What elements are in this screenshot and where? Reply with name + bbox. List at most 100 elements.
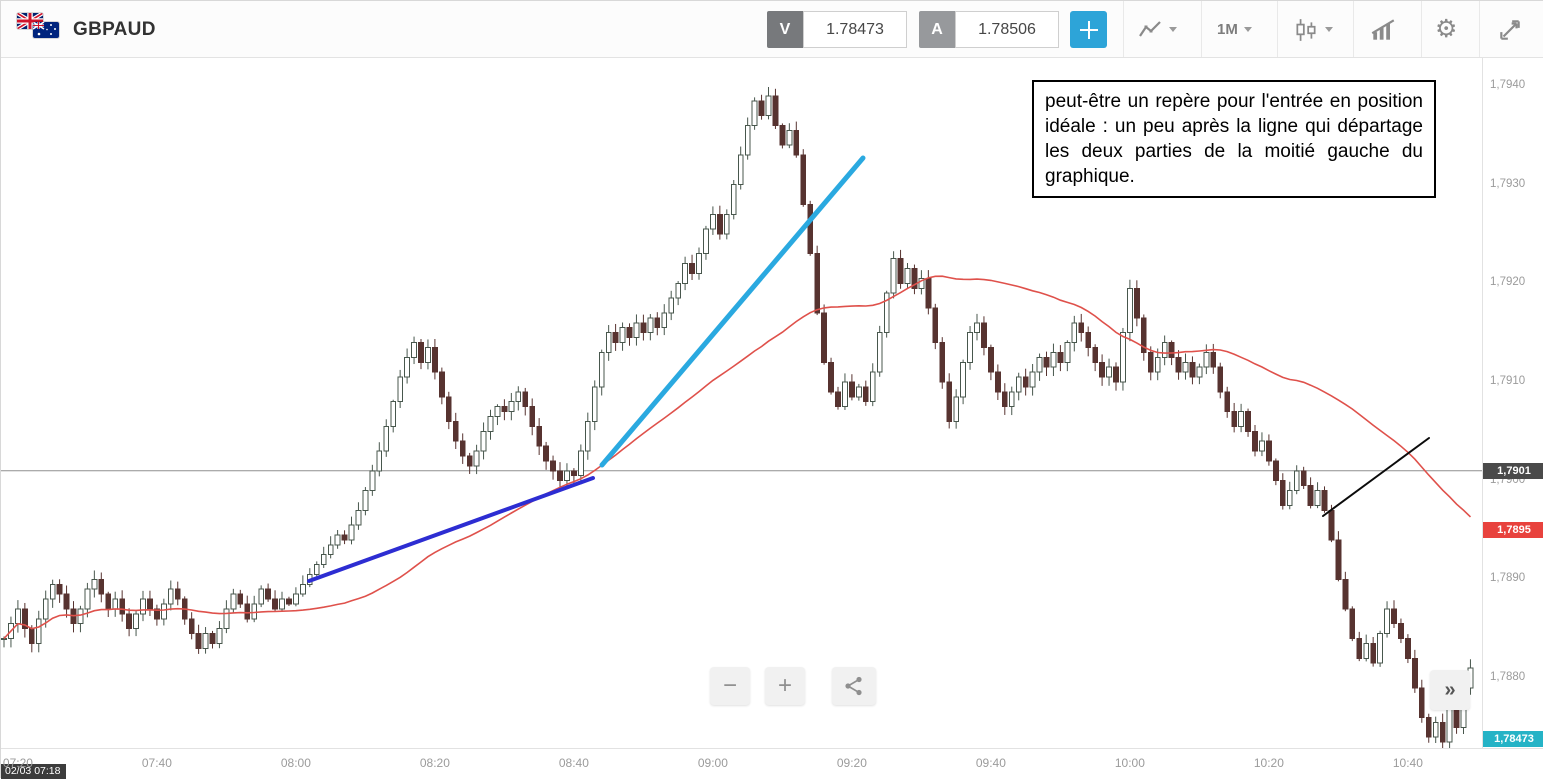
fullscreen-button[interactable] (1497, 1, 1523, 58)
buy-price[interactable]: 1.78506 (955, 11, 1059, 48)
candle-body (946, 381, 953, 422)
candle-body (1182, 361, 1189, 373)
candle-body (1363, 642, 1370, 659)
support-trendline[interactable] (307, 476, 595, 583)
candle-body (452, 420, 459, 442)
candle-body (1411, 657, 1418, 689)
chart-type-dropdown[interactable] (1137, 1, 1177, 58)
candle-body (591, 386, 598, 422)
candle-body (1286, 490, 1293, 506)
price-axis[interactable]: 1,7940 1,7930 1,7920 1,7910 1,7900 1,7890 1,78… (1482, 58, 1543, 748)
pointer-line[interactable] (1322, 437, 1430, 517)
time-tick: 10:00 (1114, 756, 1145, 770)
candle-body (1314, 490, 1321, 506)
candle-body (897, 258, 904, 284)
gear-icon: ⚙ (1435, 15, 1458, 43)
candle-body (1432, 721, 1439, 738)
candle-body (682, 263, 689, 284)
candle-body (348, 524, 355, 541)
settings-button[interactable]: ⚙ (1435, 1, 1457, 58)
candle-body (842, 381, 848, 408)
candle-body (758, 100, 765, 117)
candle-body (522, 391, 529, 408)
uk-flag-icon (17, 13, 43, 29)
candle-body (869, 371, 876, 403)
candle-body (1127, 287, 1133, 334)
candle-body (133, 613, 139, 630)
sell-button[interactable]: V (767, 11, 803, 48)
candle-body (230, 593, 237, 610)
candle-body (779, 124, 786, 146)
time-tick: 10:40 (1392, 756, 1423, 770)
sell-quote-group: V 1.78473 (767, 11, 907, 48)
candle-body (654, 317, 661, 329)
candle-body (362, 490, 369, 511)
indicators-button[interactable] (1369, 1, 1397, 58)
candle-body (918, 277, 925, 289)
candle-body (501, 406, 508, 413)
candle-body (425, 346, 431, 363)
candle-body (703, 228, 709, 255)
candle-body (1203, 351, 1210, 368)
candle-body (140, 598, 146, 615)
candle-body (1043, 356, 1050, 368)
candle-body (786, 129, 793, 146)
time-axis[interactable]: 02/03 07:18 07:20 07:40 08:00 08:20 08:40 09:… (1, 748, 1543, 779)
candle-body (751, 100, 758, 126)
candle-body (63, 593, 70, 610)
price-badge: 1,78473 (1483, 731, 1543, 747)
jump-to-latest-button[interactable]: » (1430, 670, 1470, 710)
candle-body (828, 361, 834, 393)
top-toolbar: GBPAUD V 1.78473 A 1.78506 1M (1, 1, 1543, 58)
share-button[interactable] (832, 667, 876, 705)
candle-body (1147, 351, 1154, 373)
candle-body (981, 322, 987, 348)
candle-body (737, 154, 744, 186)
candle-body (167, 588, 174, 605)
candle-body (1349, 608, 1356, 640)
candle-body (619, 327, 626, 344)
price-tick: 1,7920 (1490, 276, 1526, 289)
chart-canvas[interactable] (1, 58, 1482, 748)
candle-body (376, 450, 383, 472)
zoom-out-button[interactable]: − (710, 667, 750, 705)
candle-body (42, 598, 49, 620)
candle-body (1238, 411, 1244, 427)
price-tick: 1,7940 (1490, 79, 1526, 91)
candle-body (1391, 608, 1397, 625)
candle-body (598, 351, 605, 388)
candle-body (1022, 376, 1029, 388)
candle-body (890, 258, 897, 294)
candle-body (1092, 346, 1099, 363)
candle-body (1266, 440, 1272, 462)
sell-price[interactable]: 1.78473 (803, 11, 907, 48)
candle-body (480, 430, 487, 452)
candle-body (835, 391, 841, 408)
candle-body (988, 346, 994, 373)
candle-body (1133, 287, 1140, 319)
crosshair-tool-button[interactable] (1070, 11, 1107, 48)
candle-body (765, 95, 772, 117)
candle-body (438, 371, 445, 398)
candle-body (258, 588, 265, 605)
candle-body (1425, 716, 1432, 738)
moving-average-line[interactable] (3, 275, 1472, 640)
candle-body (1342, 578, 1349, 610)
candle-body (1300, 470, 1307, 487)
toolbar-separator (1201, 1, 1202, 57)
zoom-in-button[interactable]: + (765, 667, 805, 705)
buy-button[interactable]: A (919, 11, 955, 48)
candle-body (1293, 470, 1300, 492)
candle-body (1085, 332, 1092, 348)
candle-body (1036, 356, 1043, 373)
candle-body (1335, 539, 1342, 580)
chart-text-annotation[interactable]: peut-être un repère pour l'entrée en pos… (1032, 80, 1436, 198)
timeframe-dropdown[interactable]: 1M (1217, 1, 1252, 58)
candle-body (369, 470, 376, 492)
candle-body (1321, 490, 1328, 511)
price-tick: 1,7890 (1490, 572, 1526, 585)
breakout-trendline[interactable] (599, 155, 866, 468)
candle-body (793, 129, 800, 156)
candle-style-dropdown[interactable] (1293, 1, 1333, 58)
